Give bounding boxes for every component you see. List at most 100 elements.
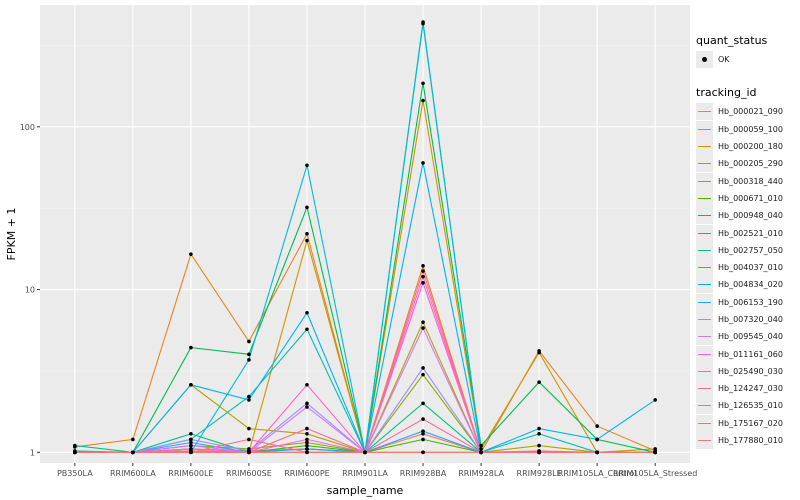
data-point	[305, 310, 309, 315]
legend-key	[696, 311, 713, 328]
data-point	[653, 450, 657, 455]
data-point	[305, 163, 309, 168]
y-tick-label: 10	[25, 286, 35, 295]
x-tick-label: RRIM901LA	[342, 469, 388, 478]
series-legend-label: Hb_004834_020	[718, 280, 783, 290]
line-swatch-icon	[698, 370, 711, 372]
data-point	[305, 431, 309, 436]
data-point	[595, 437, 599, 442]
line-swatch-icon	[698, 163, 711, 165]
line-swatch-icon	[698, 301, 711, 303]
legend-key	[696, 224, 713, 242]
legend-key	[696, 241, 713, 259]
data-point	[189, 252, 193, 256]
legend-key	[696, 189, 713, 207]
data-point	[421, 372, 425, 377]
line-swatch-icon	[698, 284, 711, 286]
series-legend-item: Hb_124247_030	[690, 380, 800, 398]
series-legend-item: Hb_007320_040	[690, 311, 800, 328]
legend-key	[696, 120, 713, 138]
series-legend-label: Hb_124247_030	[718, 384, 783, 394]
y-axis-title: FPKM + 1	[5, 208, 18, 261]
series-legend-label: Hb_007320_040	[718, 315, 783, 324]
x-tick-label: RRIM928BA	[400, 469, 447, 478]
data-point	[537, 450, 541, 455]
series-legend-item: Hb_002757_050	[690, 241, 800, 259]
legend-key	[696, 172, 713, 190]
data-point	[305, 205, 309, 210]
data-point	[421, 431, 425, 436]
legend-key	[696, 414, 713, 432]
data-point	[363, 450, 367, 455]
data-point	[189, 345, 193, 350]
status-legend-key	[696, 51, 713, 69]
x-axis: PB350LA RRIM600LA RRIM600LE RRIM600SE RRIM60…	[57, 463, 697, 478]
series-legend-title: tracking_id	[696, 86, 757, 100]
data-point	[479, 450, 483, 455]
series-legend-item: Hb_000059_100	[690, 120, 800, 138]
series-legend-item: Hb_006153_190	[690, 293, 800, 311]
data-point	[305, 401, 309, 406]
line-swatch-icon	[698, 440, 711, 442]
series-legend-label: Hb_000318_440	[718, 176, 783, 186]
line-swatch-icon	[698, 180, 711, 182]
line-swatch-icon	[698, 336, 711, 338]
data-point	[131, 450, 135, 455]
data-point	[537, 380, 541, 384]
series-legend-item: Hb_175167_020	[690, 414, 800, 432]
series-legend-label: Hb_000205_290	[718, 159, 783, 169]
data-point	[595, 450, 599, 455]
series-legend-label: Hb_126535_010	[718, 401, 783, 411]
data-point	[189, 431, 193, 436]
series-legend-label: Hb_006153_190	[718, 297, 783, 307]
data-point	[421, 320, 425, 325]
data-point	[421, 417, 425, 421]
line-swatch-icon	[698, 319, 711, 320]
data-point	[305, 232, 309, 236]
data-point	[189, 443, 193, 448]
legend-key	[696, 380, 713, 398]
legend-key	[696, 207, 713, 225]
data-point	[421, 98, 425, 103]
line-swatch-icon	[698, 232, 711, 234]
series-legend-label: Hb_000671_010	[718, 193, 783, 203]
series-legend-label: Hb_175167_020	[718, 418, 783, 428]
data-point	[189, 440, 193, 445]
x-tick-label: RRIM928LE	[517, 469, 562, 478]
line-swatch-icon	[698, 388, 711, 390]
x-tick-label: PB350LA	[57, 469, 93, 478]
status-legend-title: quant_status	[696, 34, 768, 47]
data-point	[421, 281, 425, 285]
data-point	[537, 443, 541, 448]
legend-key	[696, 138, 713, 156]
data-point	[247, 450, 251, 455]
line-swatch-icon	[698, 197, 711, 199]
data-point	[421, 429, 425, 433]
data-point	[421, 81, 425, 86]
data-point	[479, 447, 483, 451]
data-point	[247, 394, 251, 399]
series-legend-item: Hb_000948_040	[690, 207, 800, 225]
data-point	[305, 437, 309, 442]
legend-key	[696, 276, 713, 294]
data-point	[247, 398, 251, 402]
data-point	[189, 382, 193, 387]
data-point	[247, 339, 251, 344]
line-swatch-icon	[698, 215, 711, 217]
line-swatch-icon	[698, 267, 711, 269]
y-tick-label: 100	[20, 123, 35, 132]
series-legend-label: Hb_177880_010	[718, 436, 783, 446]
legend-key	[696, 293, 713, 311]
data-point	[305, 443, 309, 448]
line-swatch-icon	[698, 146, 711, 148]
data-point	[305, 382, 309, 387]
legend: quant_status OK tracking_id Hb_000021_09…	[690, 30, 800, 450]
data-point	[421, 20, 425, 24]
x-tick-label: RRIM600LA	[110, 469, 156, 478]
data-point	[421, 437, 425, 442]
legend-key	[696, 345, 713, 363]
legend-key	[696, 397, 713, 415]
data-point	[537, 431, 541, 436]
data-point	[189, 450, 193, 455]
series-legend-label: Hb_002757_050	[718, 245, 783, 255]
